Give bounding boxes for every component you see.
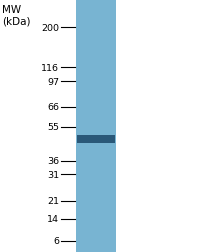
Text: 55: 55 (47, 123, 59, 132)
Text: 200: 200 (41, 23, 59, 32)
Text: 97: 97 (47, 77, 59, 86)
Text: 66: 66 (47, 103, 59, 112)
Text: (kDa): (kDa) (2, 16, 30, 26)
Text: 116: 116 (41, 63, 59, 72)
Text: 14: 14 (47, 215, 59, 224)
Bar (77, 136, 115, 144)
Bar (76, 0, 116, 252)
Text: MW: MW (2, 5, 21, 15)
Text: 21: 21 (47, 197, 59, 206)
Text: 31: 31 (47, 170, 59, 179)
Text: 6: 6 (53, 237, 59, 245)
Text: 36: 36 (47, 157, 59, 166)
